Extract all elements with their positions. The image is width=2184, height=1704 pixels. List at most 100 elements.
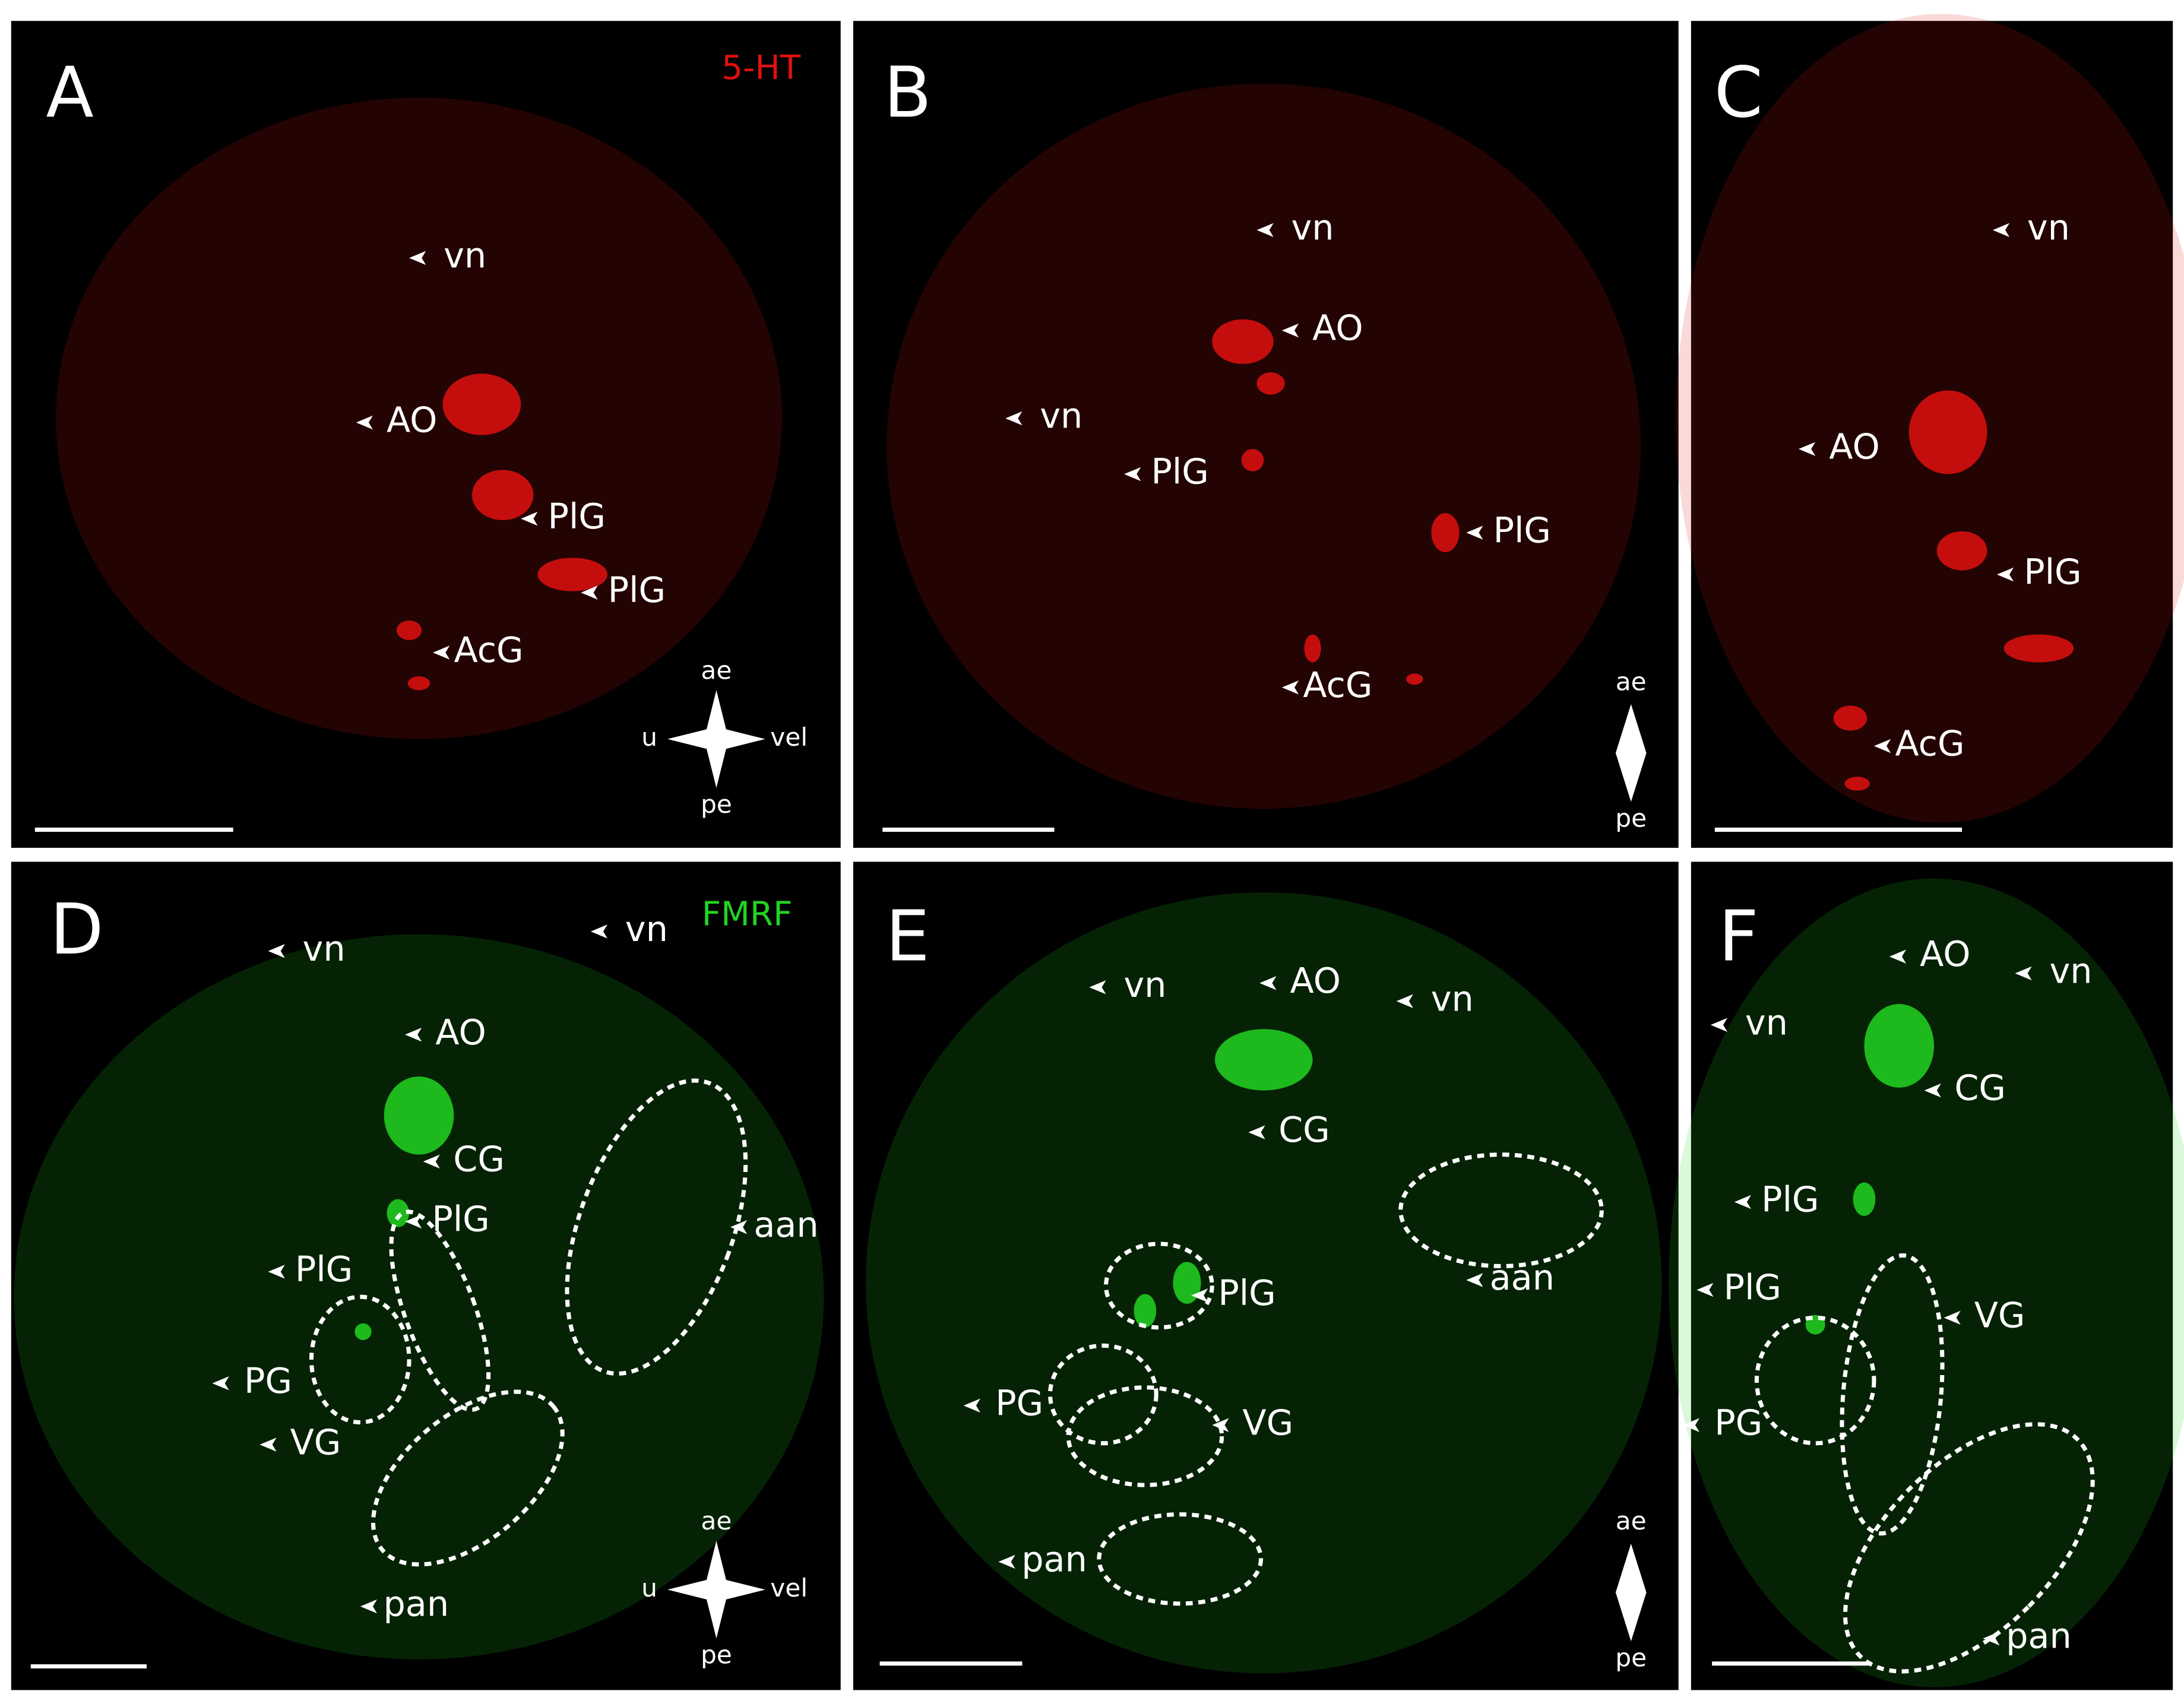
ganglion [396, 620, 422, 641]
arrowhead [1983, 1631, 2000, 1646]
structure-label: VG [290, 1421, 341, 1462]
structure-label: vn [1123, 964, 1166, 1005]
structure-label: AO [1920, 933, 1970, 974]
arrowhead [1873, 739, 1891, 753]
arrowhead [1256, 223, 1274, 237]
ganglion [471, 470, 534, 521]
ganglion [1134, 1294, 1157, 1328]
structure-label: AO [1290, 960, 1341, 1001]
ganglion [1406, 673, 1423, 685]
ganglion [354, 1323, 372, 1341]
outline [565, 1078, 748, 1376]
compass-label: vel [770, 723, 808, 752]
outline [1047, 1343, 1159, 1446]
compass-label: pe [1615, 803, 1647, 832]
structure-label: aan [1490, 1257, 1555, 1298]
tissue [866, 892, 1662, 1674]
arrowhead [1466, 525, 1483, 540]
panel-image [1691, 861, 2173, 1690]
arrowhead [409, 251, 426, 265]
arrowhead [1248, 1125, 1265, 1139]
panel-image [11, 21, 841, 848]
structure-label: PlG [432, 1199, 489, 1240]
structure-label: PlG [1493, 509, 1551, 550]
arrowhead [1734, 1195, 1751, 1209]
compass-label: u [641, 1573, 657, 1602]
compass-label: u [641, 723, 657, 752]
compass-label: pe [701, 790, 732, 819]
compass-label: ae [1616, 667, 1647, 696]
arrowhead [1696, 1282, 1714, 1297]
compass [667, 1541, 765, 1639]
structure-label: AO [387, 400, 437, 441]
structure-label: PlG [548, 496, 606, 537]
ganglion [387, 1199, 410, 1227]
arrowhead [1710, 1018, 1728, 1032]
structure-label: vn [444, 235, 486, 276]
tissue [887, 83, 1641, 809]
structure-label: vn [1745, 1002, 1788, 1043]
arrowhead [1889, 949, 1907, 964]
structure-label: PlG [1218, 1272, 1275, 1313]
structure-label: pan [383, 1583, 449, 1624]
structure-label: pan [2006, 1616, 2072, 1657]
outline [1754, 1315, 1876, 1446]
ganglion [1256, 372, 1285, 395]
arrowhead [521, 511, 538, 526]
structure-label: VG [1974, 1295, 2025, 1336]
stain-label: 5-HT [721, 49, 801, 87]
arrowhead [433, 645, 450, 660]
arrowhead [1281, 323, 1299, 338]
structure-label: AO [1312, 308, 1363, 349]
arrowhead [2015, 966, 2032, 981]
arrowhead [1191, 1288, 1208, 1303]
arrowhead [1944, 1310, 1961, 1325]
structure-label: PlG [295, 1249, 353, 1290]
ganglion [407, 676, 431, 691]
tissue [1669, 878, 2184, 1687]
ganglion [1936, 531, 1987, 571]
panel: Bvn AO vn PlG PlG AcG ae pe [853, 21, 1679, 848]
tissue [14, 934, 824, 1659]
panel: Evn AO vn CG aan PlG PG VG pan ae pe [853, 861, 1679, 1690]
structure-label: AcG [454, 629, 524, 670]
structure-label: vn [303, 928, 346, 969]
panel-letter: D [50, 889, 104, 970]
outline [1066, 1385, 1224, 1487]
ganglion [537, 558, 607, 591]
arrowhead [404, 1027, 422, 1042]
structure-label: PG [244, 1360, 292, 1401]
outline [1097, 1512, 1264, 1606]
ganglion [1173, 1262, 1201, 1304]
arrowhead [581, 585, 598, 600]
arrowhead [1798, 442, 1816, 456]
structure-label: PlG [2024, 552, 2081, 593]
arrowhead [963, 1398, 980, 1413]
arrowhead [1396, 994, 1413, 1009]
compass-label: ae [701, 656, 732, 685]
arrowhead [590, 924, 607, 939]
arrowhead [1682, 1418, 1699, 1433]
arrowhead [1281, 680, 1299, 695]
structure-label: vn [1040, 395, 1082, 436]
ganglion [442, 373, 521, 435]
arrowhead [212, 1376, 229, 1391]
arrowhead [360, 1599, 377, 1614]
structure-label: PlG [1761, 1179, 1819, 1220]
panel-letter: F [1718, 896, 1759, 977]
ganglion [1833, 705, 1868, 731]
arrowhead [1924, 1083, 1941, 1098]
ganglion [1212, 319, 1274, 364]
arrowhead [259, 1437, 277, 1452]
structure-label: vn [1292, 207, 1334, 248]
arrowhead [998, 1554, 1015, 1569]
panel-letter: E [885, 896, 929, 977]
panel-image [853, 21, 1679, 848]
ganglion [1864, 1003, 1935, 1088]
arrowhead [1992, 223, 2010, 237]
ganglion [1853, 1182, 1876, 1216]
structure-label: PG [1714, 1402, 1762, 1443]
panel: F AO vn vn CG PlG PlG VG PG pan [1669, 861, 2184, 1690]
structure-label: AcG [1303, 664, 1372, 705]
